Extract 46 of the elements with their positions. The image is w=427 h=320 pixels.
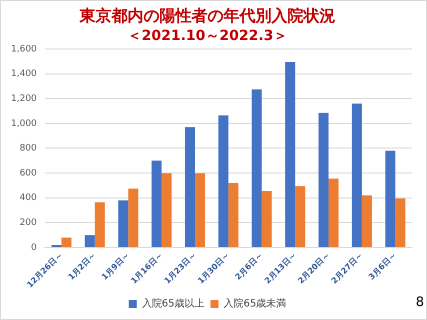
bar bbox=[94, 202, 105, 247]
x-tick-label: 2月6日～ bbox=[233, 250, 265, 282]
y-tick-label: 200 bbox=[20, 218, 38, 228]
y-tick-label: 600 bbox=[20, 168, 38, 178]
bar bbox=[84, 235, 95, 247]
bar bbox=[385, 150, 396, 247]
bar bbox=[295, 186, 306, 247]
y-tick-label: 1,200 bbox=[11, 94, 38, 104]
x-tick-label: 1月30日～ bbox=[196, 250, 232, 286]
x-tick-label: 3月6日～ bbox=[366, 250, 398, 282]
bar bbox=[184, 127, 195, 247]
y-tick-label: 400 bbox=[20, 193, 38, 204]
text: 8 bbox=[416, 294, 424, 310]
y-tick-label: 0 bbox=[31, 242, 38, 253]
y-tick-label: 1,400 bbox=[11, 69, 38, 80]
chart-title: 東京都内の陽性者の年代別入院状況 bbox=[78, 6, 336, 25]
x-tick-label: 12月26日～ bbox=[25, 250, 64, 290]
x-tick-label: 1月16日～ bbox=[129, 250, 164, 286]
y-tick-label: 800 bbox=[20, 144, 38, 154]
bar bbox=[152, 160, 162, 247]
bar bbox=[395, 198, 406, 247]
x-tick-label: 1月2日～ bbox=[66, 250, 98, 282]
x-tick-label: 1月23日～ bbox=[162, 250, 198, 286]
bar bbox=[61, 238, 72, 247]
bar bbox=[218, 115, 228, 247]
bar bbox=[262, 191, 272, 247]
bar bbox=[328, 178, 339, 247]
x-tick-label: 1月9日～ bbox=[100, 250, 132, 282]
bar bbox=[362, 195, 372, 247]
bar bbox=[128, 188, 138, 247]
chart-subtitle: ＜2021.10～2022.3＞ bbox=[128, 28, 288, 44]
x-tick-label: 2月13日～ bbox=[262, 250, 298, 286]
y-tick-label: 1,600 bbox=[11, 44, 38, 54]
x-tick-label: 2月20日～ bbox=[296, 250, 332, 286]
bar bbox=[195, 173, 206, 247]
bar bbox=[118, 200, 128, 247]
x-tick-label: 2月27日～ bbox=[330, 250, 365, 286]
legend-label: 入院65歳未満 bbox=[224, 298, 286, 310]
legend-label: 入院65歳以上 bbox=[142, 298, 205, 310]
bar bbox=[252, 89, 262, 247]
bar bbox=[352, 104, 362, 247]
bar bbox=[318, 112, 329, 247]
bar bbox=[228, 182, 238, 247]
bar bbox=[285, 62, 296, 247]
y-tick-label: 1,000 bbox=[11, 118, 38, 129]
bar bbox=[162, 173, 172, 247]
